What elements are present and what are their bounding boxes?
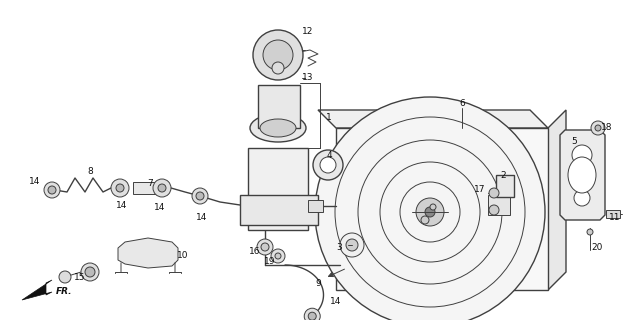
Circle shape bbox=[591, 121, 605, 135]
Circle shape bbox=[587, 229, 593, 235]
Circle shape bbox=[425, 207, 435, 217]
Circle shape bbox=[271, 249, 285, 263]
Text: 15: 15 bbox=[74, 274, 86, 283]
Bar bbox=[336, 128, 548, 290]
Text: 14: 14 bbox=[116, 202, 128, 211]
Bar bbox=[258, 85, 300, 128]
Text: 5: 5 bbox=[571, 138, 577, 147]
Polygon shape bbox=[118, 238, 178, 268]
Circle shape bbox=[340, 233, 364, 257]
Polygon shape bbox=[548, 110, 566, 290]
Circle shape bbox=[416, 198, 444, 226]
Bar bbox=[248, 148, 308, 230]
Polygon shape bbox=[22, 280, 52, 300]
Ellipse shape bbox=[568, 157, 596, 193]
Text: 9: 9 bbox=[315, 279, 321, 289]
Ellipse shape bbox=[260, 119, 296, 137]
Text: 18: 18 bbox=[601, 124, 612, 132]
Circle shape bbox=[261, 243, 269, 251]
Text: 8: 8 bbox=[87, 167, 93, 177]
Text: 10: 10 bbox=[177, 251, 189, 260]
Text: 14: 14 bbox=[196, 213, 208, 222]
Bar bbox=[488, 195, 510, 215]
Circle shape bbox=[111, 179, 129, 197]
Circle shape bbox=[44, 182, 60, 198]
Text: 3: 3 bbox=[336, 244, 342, 252]
Circle shape bbox=[489, 205, 499, 215]
Circle shape bbox=[116, 184, 124, 192]
Bar bbox=[496, 175, 514, 197]
Circle shape bbox=[430, 204, 436, 210]
Circle shape bbox=[595, 125, 601, 131]
Circle shape bbox=[48, 186, 56, 194]
Circle shape bbox=[263, 40, 293, 70]
Circle shape bbox=[192, 188, 208, 204]
Text: 19: 19 bbox=[264, 258, 276, 267]
Circle shape bbox=[272, 62, 284, 74]
Circle shape bbox=[253, 30, 303, 80]
Circle shape bbox=[304, 308, 320, 320]
Text: 11: 11 bbox=[609, 213, 621, 222]
Text: 14: 14 bbox=[154, 204, 166, 212]
Circle shape bbox=[315, 97, 545, 320]
Circle shape bbox=[421, 216, 429, 224]
Polygon shape bbox=[318, 110, 548, 128]
Bar bbox=[240, 195, 318, 225]
Bar bbox=[606, 210, 620, 218]
Text: 16: 16 bbox=[249, 247, 261, 257]
Polygon shape bbox=[560, 130, 605, 220]
Ellipse shape bbox=[313, 150, 343, 180]
Circle shape bbox=[308, 312, 316, 320]
Text: 2: 2 bbox=[500, 172, 506, 180]
Text: 14: 14 bbox=[29, 178, 41, 187]
Text: 7: 7 bbox=[147, 179, 153, 188]
Text: FR.: FR. bbox=[56, 287, 72, 297]
Circle shape bbox=[85, 267, 95, 277]
Text: 4: 4 bbox=[327, 150, 332, 159]
Text: 1: 1 bbox=[326, 114, 332, 123]
Circle shape bbox=[574, 190, 590, 206]
Text: 12: 12 bbox=[302, 28, 314, 36]
Text: 14: 14 bbox=[331, 298, 342, 307]
Circle shape bbox=[196, 192, 204, 200]
Bar bbox=[308, 200, 323, 212]
Circle shape bbox=[275, 253, 281, 259]
Circle shape bbox=[572, 145, 592, 165]
Text: 6: 6 bbox=[459, 100, 465, 108]
Ellipse shape bbox=[250, 114, 306, 142]
Text: 13: 13 bbox=[302, 74, 314, 83]
Circle shape bbox=[257, 239, 273, 255]
Bar bbox=[133, 182, 158, 194]
Circle shape bbox=[489, 188, 499, 198]
Circle shape bbox=[153, 179, 171, 197]
Ellipse shape bbox=[320, 157, 336, 173]
Circle shape bbox=[59, 271, 71, 283]
Circle shape bbox=[158, 184, 166, 192]
Circle shape bbox=[81, 263, 99, 281]
Circle shape bbox=[346, 239, 358, 251]
Text: 17: 17 bbox=[474, 186, 486, 195]
Text: 20: 20 bbox=[591, 244, 602, 252]
